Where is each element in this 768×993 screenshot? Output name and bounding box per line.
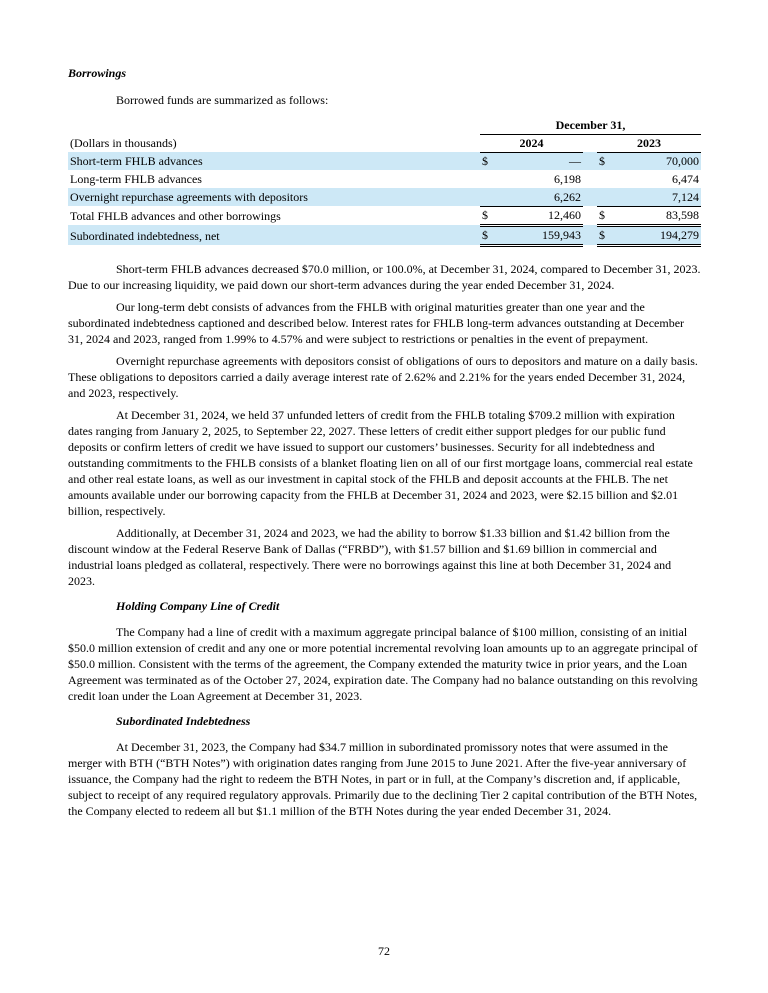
table-row-subordinated-indebtedness: Subordinated indebtedness, net $ 159,943…: [68, 225, 701, 247]
table-row-overnight-repurchase: Overnight repurchase agreements with dep…: [68, 188, 701, 207]
value-2023: 6,474: [672, 172, 699, 186]
paragraph-long-term-debt: Our long-term debt consists of advances …: [68, 299, 685, 346]
paragraph-bth-notes: At December 31, 2023, the Company had $3…: [68, 739, 698, 818]
paragraph-line-of-credit: The Company had a line of credit with a …: [68, 624, 698, 703]
paragraph-discount-window: Additionally, at December 31, 2024 and 2…: [68, 525, 672, 588]
value-2023: 70,000: [615, 152, 701, 170]
table-unit-label: (Dollars in thousands): [70, 136, 177, 150]
borrowings-table: December 31, (Dollars in thousands) 2024…: [68, 116, 701, 247]
value-2024: 12,460: [498, 206, 583, 227]
paragraph-overnight-repurchase: Overnight repurchase agreements with dep…: [68, 353, 698, 400]
value-2023: 7,124: [615, 188, 701, 207]
value-2023: 83,598: [615, 206, 701, 227]
value-2024: 6,262: [498, 188, 583, 207]
table-date-header: December 31,: [480, 116, 701, 135]
table-header-years-row: (Dollars in thousands) 2024 2023: [68, 134, 701, 153]
table-col-2024: 2024: [480, 134, 583, 153]
paragraph-short-term-advances: Short-term FHLB advances decreased $70.0…: [68, 261, 701, 292]
table-row-long-term-fhlb: Long-term FHLB advances 6,198 6,474: [68, 170, 701, 188]
value-2024: —: [498, 152, 583, 170]
page-number: 72: [378, 944, 390, 958]
value-2023: 194,279: [615, 225, 701, 247]
dollar-sign: $: [597, 152, 615, 170]
dollar-sign: $: [480, 152, 498, 170]
dollar-sign: $: [597, 206, 615, 227]
row-label: Overnight repurchase agreements with dep…: [68, 188, 480, 206]
sub-heading-subordinated: Subordinated Indebtedness: [116, 713, 251, 728]
value-2024: 6,198: [554, 172, 581, 186]
table-row-short-term-fhlb: Short-term FHLB advances $ — $ 70,000: [68, 152, 701, 170]
dollar-sign: $: [480, 206, 498, 227]
table-header-date-row: December 31,: [68, 116, 701, 135]
intro-text: Borrowed funds are summarized as follows…: [116, 93, 329, 107]
dollar-sign: $: [597, 225, 615, 247]
paragraph-letters-of-credit: At December 31, 2024, we held 37 unfunde…: [68, 407, 693, 518]
table-row-total-fhlb: Total FHLB advances and other borrowings…: [68, 206, 701, 227]
row-label: Short-term FHLB advances: [68, 152, 480, 170]
dollar-sign: $: [480, 225, 498, 247]
row-label: Subordinated indebtedness, net: [68, 225, 480, 245]
row-label: Total FHLB advances and other borrowings: [70, 209, 281, 223]
section-heading-borrowings: Borrowings: [68, 66, 127, 80]
row-label: Long-term FHLB advances: [70, 172, 202, 186]
value-2024: 159,943: [498, 225, 583, 247]
sub-heading-holding-company: Holding Company Line of Credit: [116, 598, 280, 613]
table-col-2023: 2023: [597, 134, 701, 153]
